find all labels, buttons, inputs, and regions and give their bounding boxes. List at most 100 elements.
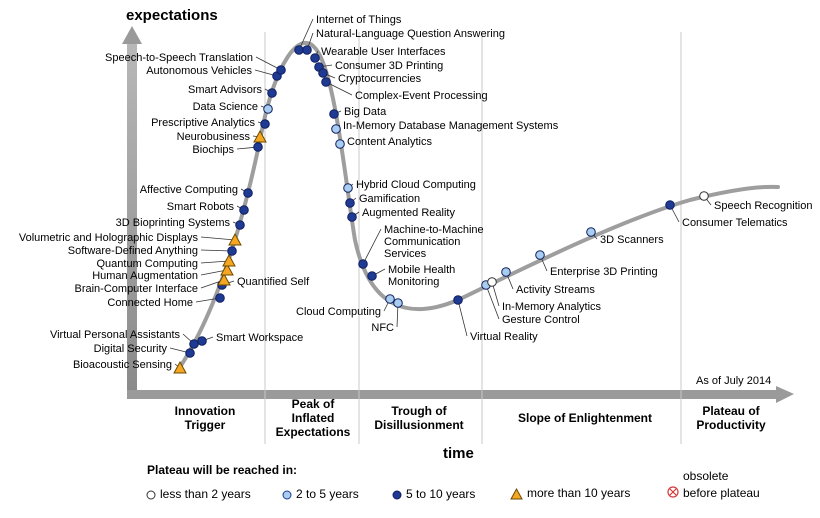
legend-item-more-than-10: more than 10 years (510, 486, 630, 500)
tech-label-neurobusiness: Neurobusiness (177, 131, 251, 143)
tech-label-connected-home: Connected Home (107, 297, 193, 309)
dark-circle-marker (347, 212, 357, 222)
light-circle-marker (586, 227, 596, 237)
leader-line-human-augmentation (200, 269, 228, 276)
legend-label: less than 2 years (160, 487, 251, 501)
tech-label-machine-to-machine-communication-services: Machine-to-Machine Communication Services (384, 224, 484, 260)
tech-label-speech-recognition: Speech Recognition (714, 200, 812, 212)
tech-label-complex-event-processing: Complex-Event Processing (355, 90, 488, 102)
orange-triangle-marker (217, 272, 231, 286)
light-blue-circle-icon (282, 490, 292, 500)
x-axis-bar (127, 390, 777, 399)
tech-label-gesture-control: Gesture Control (502, 314, 580, 326)
obsolete-icon (667, 486, 679, 498)
light-circle-marker (343, 183, 353, 193)
tech-label-internet-of-things: Internet of Things (316, 14, 402, 26)
y-axis-title: expectations (126, 7, 218, 24)
tech-label-smart-advisors: Smart Advisors (188, 84, 262, 96)
orange-triangle-marker (220, 262, 234, 276)
dark-circle-marker (453, 295, 463, 305)
dark-circle-marker (294, 45, 304, 55)
leader-line-quantum-computing (200, 260, 230, 264)
white-circle-marker (487, 277, 497, 287)
white-circle-icon (146, 490, 156, 500)
y-axis-arrow (122, 26, 142, 44)
tech-label-autonomous-vehicles: Autonomous Vehicles (146, 65, 252, 77)
tech-label-speech-to-speech-translation: Speech-to-Speech Translation (105, 52, 253, 64)
phase-peak: Peak of Inflated Expectations (275, 397, 351, 439)
dark-circle-marker (276, 65, 286, 75)
dark-circle-marker (235, 220, 245, 230)
phase-slope: Slope of Enlightenment (518, 411, 652, 425)
x-axis-title: time (443, 445, 474, 462)
light-circle-marker (263, 104, 273, 114)
phase-plateau: Plateau of Productivity (696, 404, 766, 432)
obsolete-label-bottom: before plateau (683, 486, 760, 500)
light-circle-marker (331, 124, 341, 134)
white-circle-marker (699, 191, 709, 201)
x-axis-arrow (776, 386, 794, 403)
dark-circle-marker (189, 339, 199, 349)
dark-circle-marker (329, 109, 339, 119)
dark-circle-marker (310, 53, 320, 63)
tech-label-cryptocurrencies: Cryptocurrencies (338, 73, 422, 85)
dark-circle-marker (227, 246, 237, 256)
tech-label-3d-scanners: 3D Scanners (600, 234, 664, 246)
tech-label-activity-streams: Activity Streams (516, 284, 595, 296)
orange-triangle-icon (510, 487, 523, 500)
obsolete-label-top: obsolete (683, 469, 729, 483)
dark-circle-marker (367, 271, 377, 281)
legend-item-5-to-10: 5 to 10 years (392, 487, 475, 501)
y-axis-bar (127, 42, 137, 392)
orange-triangle-marker (173, 360, 187, 374)
as-of-date: As of July 2014 (696, 375, 772, 387)
tech-label-biochips: Biochips (192, 144, 234, 156)
tech-label-data-science: Data Science (193, 101, 258, 113)
leader-line-virtual-reality (457, 299, 468, 337)
tech-label-virtual-personal-assistants: Virtual Personal Assistants (50, 329, 181, 341)
legend-item-2-to-5: 2 to 5 years (282, 487, 359, 501)
technology-labels: Bioacoustic Sensing Digital Security Virtu… (19, 14, 813, 371)
tech-label-bioacoustic-sensing: Bioacoustic Sensing (73, 359, 172, 371)
tech-label-big-data: Big Data (344, 106, 387, 118)
tech-label-volumetric-and-holographic-displays: Volumetric and Holographic Displays (19, 232, 199, 244)
tech-label-in-memory-database-management-systems: In-Memory Database Management Systems (343, 120, 559, 132)
light-circle-marker (393, 298, 403, 308)
dark-circle-marker (302, 45, 312, 55)
tech-label-mobile-health-monitoring: Mobile Health Monitoring (388, 264, 455, 288)
tech-label-content-analytics: Content Analytics (347, 136, 432, 148)
leader-line-software-defined-anything (200, 249, 233, 252)
dark-circle-marker (243, 188, 253, 198)
tech-label-quantified-self: Quantified Self (237, 276, 310, 288)
leader-line-machine-to-machine-communication-services (362, 228, 382, 265)
light-circle-marker (335, 139, 345, 149)
legend-label: 5 to 10 years (406, 487, 476, 501)
orange-triangle-marker (228, 232, 242, 246)
tech-label-software-defined-anything: Software-Defined Anything (68, 245, 198, 257)
phase-trough: Trough of Disillusionment (374, 404, 464, 432)
dark-circle-marker (239, 205, 249, 215)
technology-markers (173, 45, 709, 374)
dark-circle-marker (321, 77, 331, 87)
dark-circle-marker (185, 348, 195, 358)
dark-blue-circle-icon (392, 490, 402, 500)
tech-label-virtual-reality: Virtual Reality (470, 331, 538, 343)
tech-label-augmented-reality: Augmented Reality (362, 207, 455, 219)
legend-label: 2 to 5 years (296, 487, 359, 501)
tech-label-enterprise-3d-printing: Enterprise 3D Printing (550, 266, 658, 278)
tech-label-natural-language-question-answering: Natural-Language Question Answering (316, 28, 505, 40)
tech-label-digital-security: Digital Security (94, 343, 168, 355)
dark-circle-marker (260, 119, 270, 129)
dark-circle-marker (253, 142, 263, 152)
tech-label-smart-workspace: Smart Workspace (216, 332, 303, 344)
tech-label-in-memory-analytics: In-Memory Analytics (502, 301, 602, 313)
tech-label-prescriptive-analytics: Prescriptive Analytics (151, 117, 255, 129)
orange-triangle-marker (253, 129, 267, 143)
dark-circle-marker (215, 293, 225, 303)
dark-circle-marker (358, 259, 368, 269)
legend-label: more than 10 years (527, 486, 631, 500)
dark-circle-marker (665, 200, 675, 210)
tech-label-gamification: Gamification (359, 193, 420, 205)
light-circle-marker (535, 250, 545, 260)
